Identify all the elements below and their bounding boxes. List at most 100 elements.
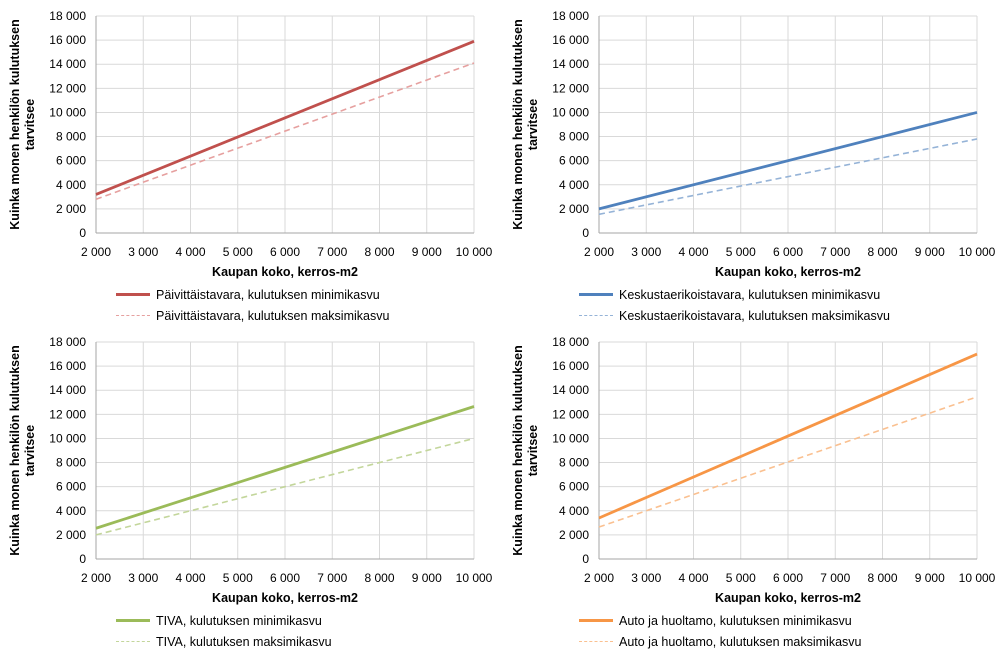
- y-tick-label: 12 000: [552, 407, 589, 421]
- chart-panel-tiva: 0 2 000 4 000 6 000 8 000 10 000 12 000 14 000 1…: [0, 326, 500, 652]
- x-tick-label: 5 000: [726, 571, 756, 585]
- x-tick-label: 8 000: [364, 571, 394, 585]
- y-tick-label: 18 000: [552, 9, 589, 23]
- y-axis-title: Kuinka monen henkilön kulutuksentarvitse…: [511, 345, 540, 555]
- series-line-minimikasvu: [95, 405, 475, 530]
- x-tick-label: 4 000: [678, 571, 708, 585]
- x-tick-label: 7 000: [317, 571, 347, 585]
- legend-swatch: [116, 619, 150, 622]
- legend-swatch: [579, 619, 613, 622]
- series-line-maksimikasvu: [598, 396, 978, 528]
- series-line-minimikasvu: [598, 111, 978, 211]
- chart-panel-paivittaistavara: 0 2 000 4 000 6 000 8 000 10 000 12 000 14 000 1…: [0, 0, 500, 326]
- y-tick-label: 6 000: [559, 480, 589, 494]
- x-tick-label: 7 000: [820, 245, 850, 259]
- chart-svg: 0 2 000 4 000 6 000 8 000 10 000 12 000 14 000 1…: [8, 335, 493, 605]
- series-line-minimikasvu: [598, 352, 978, 520]
- x-tick-label: 5 000: [726, 245, 756, 259]
- legend-label: Päivittäistavara, kulutuksen maksimikasv…: [156, 308, 390, 323]
- x-tick-label: 6 000: [773, 571, 803, 585]
- x-tick-label: 6 000: [773, 245, 803, 259]
- legend-item: Päivittäistavara, kulutuksen minimikasvu: [116, 284, 389, 305]
- legend: Päivittäistavara, kulutuksen minimikasvu…: [116, 284, 389, 326]
- series-line-maksimikasvu: [598, 138, 978, 216]
- legend-swatch: [579, 641, 613, 642]
- chart-panel-keskustaerikoistavara: 0 2 000 4 000 6 000 8 000 10 000 12 000 14 000 1…: [503, 0, 1003, 326]
- x-tick-label: 3 000: [631, 245, 661, 259]
- y-tick-label: 16 000: [552, 359, 589, 373]
- x-tick-label: 5 000: [223, 245, 253, 259]
- x-tick-label: 6 000: [270, 571, 300, 585]
- legend-label: Keskustaerikoistavara, kulutuksen minimi…: [619, 287, 881, 302]
- legend-swatch: [579, 293, 613, 296]
- legend-item: Keskustaerikoistavara, kulutuksen minimi…: [579, 284, 890, 305]
- x-axis-title: Kaupan koko, kerros-m2: [212, 265, 358, 279]
- x-tick-label: 8 000: [364, 245, 394, 259]
- y-axis-title: Kuinka monen henkilön kulutuksentarvitse…: [8, 19, 37, 229]
- x-tick-label: 10 000: [959, 571, 996, 585]
- x-tick-label: 2 000: [584, 245, 614, 259]
- x-tick-label: 9 000: [915, 245, 945, 259]
- y-tick-label: 0: [79, 552, 86, 566]
- legend-label: TIVA, kulutuksen minimikasvu: [156, 613, 322, 628]
- y-tick-label: 6 000: [56, 480, 86, 494]
- x-tick-label: 10 000: [959, 245, 996, 259]
- legend-item: Päivittäistavara, kulutuksen maksimikasv…: [116, 305, 389, 326]
- y-tick-label: 10 000: [49, 431, 86, 445]
- legend-label: Päivittäistavara, kulutuksen minimikasvu: [156, 287, 380, 302]
- chart-svg: 0 2 000 4 000 6 000 8 000 10 000 12 000 14 000 1…: [8, 9, 493, 279]
- x-tick-label: 2 000: [81, 245, 111, 259]
- x-tick-label: 9 000: [412, 571, 442, 585]
- x-tick-label: 10 000: [456, 571, 493, 585]
- y-tick-label: 14 000: [49, 57, 86, 71]
- x-tick-label: 9 000: [412, 245, 442, 259]
- x-tick-label: 2 000: [81, 571, 111, 585]
- y-tick-label: 4 000: [559, 504, 589, 518]
- legend-item: Auto ja huoltamo, kulutuksen maksimikasv…: [579, 631, 861, 652]
- series-line-maksimikasvu: [95, 437, 475, 536]
- series-line-maksimikasvu: [95, 62, 475, 200]
- y-axis-title: Kuinka monen henkilön kulutuksentarvitse…: [511, 19, 540, 229]
- chart-svg: 0 2 000 4 000 6 000 8 000 10 000 12 000 14 000 1…: [511, 335, 996, 605]
- x-tick-label: 8 000: [867, 245, 897, 259]
- y-tick-label: 16 000: [49, 33, 86, 47]
- legend: Auto ja huoltamo, kulutuksen minimikasvu…: [579, 610, 861, 652]
- x-tick-label: 3 000: [631, 571, 661, 585]
- y-tick-label: 2 000: [559, 528, 589, 542]
- x-tick-label: 3 000: [128, 245, 158, 259]
- y-tick-label: 12 000: [49, 407, 86, 421]
- legend-item: TIVA, kulutuksen maksimikasvu: [116, 631, 332, 652]
- x-tick-label: 7 000: [317, 245, 347, 259]
- y-tick-label: 8 000: [559, 456, 589, 470]
- x-tick-label: 8 000: [867, 571, 897, 585]
- x-tick-label: 4 000: [678, 245, 708, 259]
- y-tick-label: 0: [79, 226, 86, 240]
- y-tick-label: 4 000: [56, 504, 86, 518]
- y-tick-label: 12 000: [49, 81, 86, 95]
- legend-swatch: [116, 293, 150, 296]
- x-tick-label: 5 000: [223, 571, 253, 585]
- x-tick-label: 7 000: [820, 571, 850, 585]
- series-line-minimikasvu: [95, 40, 475, 196]
- y-tick-label: 4 000: [559, 178, 589, 192]
- legend-swatch: [579, 315, 613, 316]
- legend-item: Keskustaerikoistavara, kulutuksen maksim…: [579, 305, 890, 326]
- y-tick-label: 2 000: [559, 202, 589, 216]
- legend-label: Auto ja huoltamo, kulutuksen maksimikasv…: [619, 634, 862, 649]
- x-axis-title: Kaupan koko, kerros-m2: [212, 591, 358, 605]
- y-tick-label: 14 000: [49, 383, 86, 397]
- x-tick-label: 2 000: [584, 571, 614, 585]
- y-tick-label: 14 000: [552, 383, 589, 397]
- x-tick-label: 6 000: [270, 245, 300, 259]
- legend-label: Keskustaerikoistavara, kulutuksen maksim…: [619, 308, 890, 323]
- y-tick-label: 12 000: [552, 81, 589, 95]
- x-tick-label: 3 000: [128, 571, 158, 585]
- y-axis-title: Kuinka monen henkilön kulutuksentarvitse…: [8, 345, 37, 555]
- y-tick-label: 16 000: [49, 359, 86, 373]
- y-tick-label: 10 000: [552, 431, 589, 445]
- x-tick-label: 9 000: [915, 571, 945, 585]
- x-tick-label: 4 000: [175, 571, 205, 585]
- y-tick-label: 10 000: [49, 105, 86, 119]
- y-tick-label: 18 000: [49, 9, 86, 23]
- legend: Keskustaerikoistavara, kulutuksen minimi…: [579, 284, 890, 326]
